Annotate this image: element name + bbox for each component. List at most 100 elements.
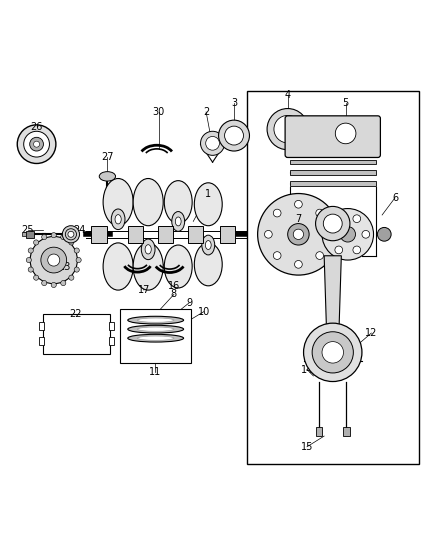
Text: 15: 15 bbox=[301, 442, 313, 452]
Circle shape bbox=[48, 254, 60, 266]
Circle shape bbox=[265, 230, 272, 238]
Ellipse shape bbox=[205, 240, 211, 249]
Ellipse shape bbox=[115, 215, 121, 224]
Circle shape bbox=[28, 267, 33, 272]
Circle shape bbox=[206, 136, 219, 150]
Bar bbox=[120, 310, 191, 363]
Circle shape bbox=[340, 227, 356, 242]
Circle shape bbox=[62, 225, 80, 243]
Ellipse shape bbox=[172, 212, 185, 231]
Text: 12: 12 bbox=[365, 328, 378, 338]
Circle shape bbox=[294, 261, 302, 268]
Text: 4: 4 bbox=[285, 90, 291, 100]
Circle shape bbox=[335, 246, 343, 254]
Text: 8: 8 bbox=[171, 289, 177, 300]
Circle shape bbox=[34, 141, 39, 147]
Ellipse shape bbox=[133, 243, 163, 290]
Text: 13: 13 bbox=[303, 345, 315, 355]
Circle shape bbox=[288, 223, 309, 245]
Ellipse shape bbox=[194, 243, 222, 286]
Circle shape bbox=[335, 215, 343, 223]
Bar bbox=[109, 322, 114, 330]
Text: 9: 9 bbox=[186, 298, 192, 308]
Circle shape bbox=[316, 209, 324, 217]
Text: 14: 14 bbox=[301, 365, 313, 375]
Circle shape bbox=[68, 231, 74, 237]
Circle shape bbox=[61, 235, 66, 240]
Circle shape bbox=[312, 332, 353, 373]
Circle shape bbox=[74, 267, 79, 272]
Circle shape bbox=[42, 280, 47, 286]
Circle shape bbox=[273, 252, 281, 260]
Circle shape bbox=[323, 214, 342, 233]
Circle shape bbox=[293, 229, 304, 239]
Circle shape bbox=[74, 248, 79, 253]
Ellipse shape bbox=[164, 181, 192, 223]
Text: 10: 10 bbox=[198, 306, 210, 317]
Circle shape bbox=[329, 117, 362, 150]
Circle shape bbox=[315, 206, 350, 241]
Polygon shape bbox=[324, 256, 341, 337]
Circle shape bbox=[267, 109, 308, 150]
Bar bbox=[158, 225, 173, 243]
Ellipse shape bbox=[128, 316, 184, 324]
Ellipse shape bbox=[133, 179, 163, 225]
Text: 7: 7 bbox=[295, 214, 301, 224]
Bar bbox=[247, 91, 419, 464]
Bar bbox=[109, 337, 114, 345]
Circle shape bbox=[51, 282, 57, 287]
Circle shape bbox=[353, 246, 360, 254]
Ellipse shape bbox=[175, 217, 181, 226]
Text: 24: 24 bbox=[73, 225, 86, 235]
Text: 11: 11 bbox=[148, 367, 161, 377]
Ellipse shape bbox=[202, 235, 215, 255]
Circle shape bbox=[61, 280, 66, 286]
Text: 16: 16 bbox=[168, 281, 180, 291]
Circle shape bbox=[76, 257, 81, 263]
Ellipse shape bbox=[103, 179, 133, 225]
Ellipse shape bbox=[103, 243, 133, 290]
Ellipse shape bbox=[164, 245, 192, 288]
Circle shape bbox=[17, 125, 56, 164]
Bar bbox=[21, 232, 26, 237]
Circle shape bbox=[325, 230, 332, 238]
Circle shape bbox=[65, 229, 77, 240]
Text: 23: 23 bbox=[58, 262, 71, 271]
Ellipse shape bbox=[138, 336, 174, 341]
Circle shape bbox=[69, 240, 74, 245]
Circle shape bbox=[24, 131, 49, 157]
Circle shape bbox=[326, 230, 334, 238]
Circle shape bbox=[336, 123, 356, 144]
Bar bbox=[290, 171, 376, 175]
Bar bbox=[39, 322, 44, 330]
Bar bbox=[315, 426, 322, 436]
Bar bbox=[290, 159, 376, 164]
FancyBboxPatch shape bbox=[285, 116, 380, 157]
Text: 27: 27 bbox=[101, 152, 113, 162]
Circle shape bbox=[30, 138, 43, 151]
Ellipse shape bbox=[145, 245, 151, 254]
Ellipse shape bbox=[138, 327, 174, 332]
Circle shape bbox=[322, 342, 343, 363]
Circle shape bbox=[26, 257, 32, 263]
Circle shape bbox=[362, 230, 370, 238]
Text: 2: 2 bbox=[203, 107, 209, 117]
Bar bbox=[91, 225, 106, 243]
Circle shape bbox=[322, 208, 374, 260]
Circle shape bbox=[201, 131, 225, 155]
Text: 6: 6 bbox=[392, 193, 398, 203]
Bar bbox=[26, 231, 35, 238]
Text: 3: 3 bbox=[231, 99, 237, 108]
Circle shape bbox=[353, 215, 360, 223]
Bar bbox=[290, 181, 376, 186]
Ellipse shape bbox=[99, 172, 116, 181]
Ellipse shape bbox=[194, 183, 222, 225]
Circle shape bbox=[30, 237, 78, 284]
Circle shape bbox=[42, 235, 47, 240]
Circle shape bbox=[28, 248, 33, 253]
Circle shape bbox=[51, 232, 57, 238]
Circle shape bbox=[273, 209, 281, 217]
Circle shape bbox=[219, 120, 250, 151]
Circle shape bbox=[378, 228, 391, 241]
Text: 1: 1 bbox=[205, 189, 211, 198]
